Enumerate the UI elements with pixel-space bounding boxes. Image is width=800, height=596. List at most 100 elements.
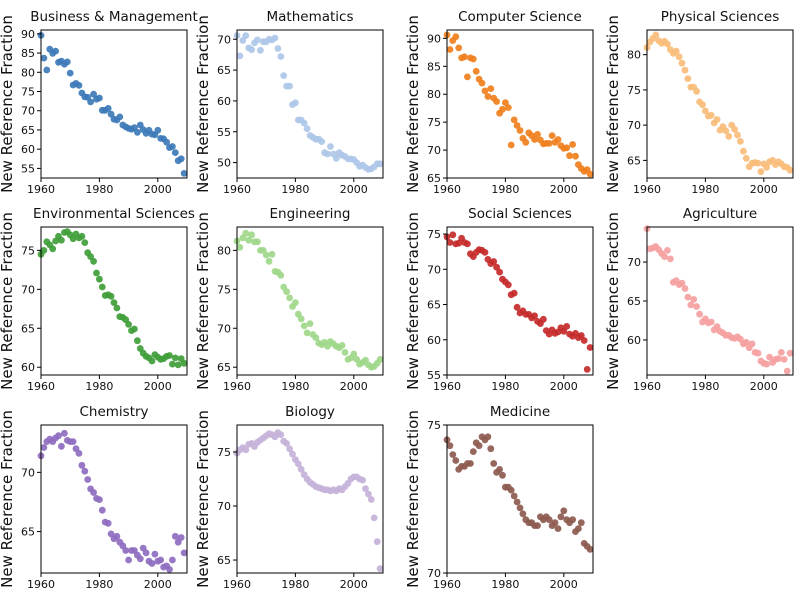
data-point <box>722 127 730 135</box>
data-point <box>563 144 571 152</box>
data-point <box>661 253 668 260</box>
data-point <box>513 303 521 311</box>
data-point <box>239 37 247 44</box>
data-point <box>248 46 255 54</box>
data-point <box>283 440 290 447</box>
data-point <box>469 55 477 63</box>
data-point <box>254 36 261 44</box>
data-point <box>684 293 692 301</box>
y-tick-label: 80 <box>21 66 35 79</box>
data-point <box>277 271 285 279</box>
data-points <box>643 31 794 176</box>
data-point <box>446 239 454 246</box>
data-point <box>775 355 782 362</box>
y-tick-label: 75 <box>427 419 441 432</box>
x-tick-label: 1980 <box>491 183 519 196</box>
data-point <box>534 131 541 138</box>
y-axis-label: New Reference Fraction <box>194 212 212 390</box>
data-point <box>359 476 366 484</box>
data-point <box>98 283 106 291</box>
x-tick-label: 1960 <box>433 183 461 196</box>
x-tick-label: 2000 <box>750 380 778 393</box>
data-point <box>490 460 498 467</box>
data-point <box>449 231 457 239</box>
data-point <box>341 349 349 356</box>
x-tick-label: 1980 <box>85 380 113 393</box>
data-point <box>766 353 773 361</box>
data-point <box>554 136 562 143</box>
data-point <box>522 138 530 146</box>
x-tick-label: 1980 <box>281 380 309 393</box>
scatter-panel-physical-sciences: Physical Sciences New Reference Fraction 1… <box>604 9 794 196</box>
plot-frame <box>446 424 594 574</box>
y-tick-label: 70 <box>217 322 231 335</box>
data-point <box>496 466 503 473</box>
data-point <box>286 445 293 453</box>
data-point <box>510 492 518 500</box>
data-point <box>297 315 305 323</box>
data-point <box>332 154 340 162</box>
x-tick-label: 1980 <box>281 183 309 196</box>
scatter-panel-agriculture: Agriculture New Reference Fraction 1960 198… <box>604 206 794 393</box>
data-point <box>502 99 509 106</box>
panel-title: Mathematics <box>267 9 354 25</box>
data-point <box>652 31 660 39</box>
y-tick-label: 55 <box>21 162 35 175</box>
x-tick-label: 1960 <box>27 380 55 393</box>
data-point <box>446 46 454 53</box>
data-point <box>487 445 495 453</box>
data-point <box>289 450 296 458</box>
data-point <box>734 131 741 139</box>
x-tick-label: 1960 <box>27 183 55 196</box>
data-point <box>373 538 381 546</box>
data-point <box>283 288 290 296</box>
data-point <box>122 547 130 554</box>
data-point <box>81 239 89 246</box>
x-tick-label: 1960 <box>433 578 461 591</box>
y-tick-label: 65 <box>427 172 441 185</box>
data-point <box>684 75 692 82</box>
data-point <box>493 98 500 105</box>
data-point <box>131 325 138 333</box>
x-tick-label: 2000 <box>340 380 368 393</box>
data-point <box>513 498 521 506</box>
data-point <box>280 72 288 79</box>
data-point <box>469 448 477 455</box>
y-axis-label: New Reference Fraction <box>404 212 422 390</box>
data-point <box>540 315 547 323</box>
panel-title: Engineering <box>270 206 351 222</box>
y-tick-label: 55 <box>427 369 441 382</box>
plot-frame <box>40 424 188 574</box>
data-point <box>171 149 179 157</box>
data-point <box>487 85 495 92</box>
data-point <box>461 53 468 61</box>
data-point <box>499 105 506 113</box>
data-point <box>49 245 57 253</box>
data-point <box>242 229 250 237</box>
data-point <box>467 460 474 467</box>
data-point <box>303 329 311 337</box>
x-tick-label: 1980 <box>491 578 519 591</box>
panel-title: Computer Science <box>458 9 582 25</box>
data-point <box>702 107 709 115</box>
data-point <box>748 340 756 348</box>
plot-frame <box>236 29 384 179</box>
x-tick-label: 1960 <box>633 183 661 196</box>
data-point <box>90 489 97 496</box>
data-point <box>507 486 515 494</box>
data-point <box>493 263 500 271</box>
data-point <box>519 510 527 518</box>
data-point <box>78 232 86 240</box>
data-point <box>318 138 326 146</box>
panel-title: Environmental Sciences <box>33 206 195 222</box>
data-point <box>449 451 457 458</box>
data-point <box>90 257 97 265</box>
plot-frame <box>236 226 384 376</box>
data-points <box>233 229 384 371</box>
data-point <box>664 40 671 48</box>
data-point <box>262 251 270 259</box>
scatter-panel-mathematics: Mathematics New Reference Fraction 1960 198… <box>194 9 384 196</box>
data-point <box>43 66 51 74</box>
x-tick-label: 2000 <box>750 183 778 196</box>
data-point <box>681 66 689 74</box>
